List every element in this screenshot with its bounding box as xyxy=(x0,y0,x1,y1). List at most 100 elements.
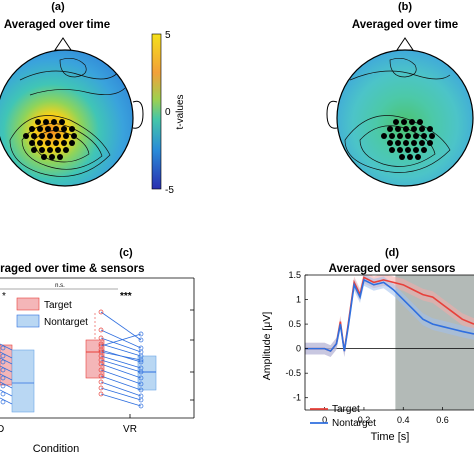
panel-c-xlabel: Condition xyxy=(33,443,79,455)
target-point xyxy=(98,385,104,391)
panel-d-label: (d) xyxy=(385,247,399,259)
legend-target-swatch xyxy=(16,297,40,311)
sensor-dot xyxy=(35,119,41,125)
xtick-left-partial: D xyxy=(0,424,4,435)
panel-c: (c) Averaged over time & sensors n.s. * … xyxy=(0,247,195,455)
panel-b: (b) Averaged over time xyxy=(326,1,474,187)
sensor-dot xyxy=(29,126,35,132)
panel-a-title: Averaged over time xyxy=(4,19,110,31)
legend-nontarget-swatch xyxy=(16,314,40,328)
x-tick-label: 0.4 xyxy=(397,415,410,425)
sensor-dot xyxy=(421,133,427,139)
sensor-dot xyxy=(63,133,69,139)
panel-a: (a) Averaged over time 5 0 -5 t-values xyxy=(0,1,186,196)
sensor-dot xyxy=(393,119,399,125)
nontarget-point xyxy=(138,397,144,403)
legend-nontarget-label: Nontarget xyxy=(332,418,376,429)
y-tick-label: -0.5 xyxy=(285,368,301,378)
nontarget-point xyxy=(0,391,6,397)
panel-d: (d) Averaged over sensors -1 -0.5 0 0.5 1 1.5… xyxy=(261,247,474,443)
nose-icon xyxy=(396,37,414,51)
box-vr-nontarget xyxy=(137,355,157,391)
sensor-dot xyxy=(415,154,421,160)
significance-vr: *** xyxy=(120,291,132,302)
sensor-dot xyxy=(407,154,413,160)
sensor-dot xyxy=(405,133,411,139)
colorbar-tick-bottom: -5 xyxy=(165,185,174,196)
paired-line xyxy=(100,333,142,347)
legend-nontarget-label: Nontarget xyxy=(44,317,88,328)
target-point xyxy=(98,367,104,373)
sensor-dot xyxy=(397,147,403,153)
sensor-dot xyxy=(31,133,37,139)
paired-line xyxy=(100,387,142,401)
paired-line xyxy=(100,355,142,369)
nontarget-point xyxy=(0,399,6,405)
paired-line xyxy=(0,351,13,359)
sensor-dot xyxy=(389,133,395,139)
nontarget-point xyxy=(0,359,6,365)
sensor-dot xyxy=(71,133,77,139)
sensor-dot xyxy=(39,147,45,153)
sensor-dot xyxy=(37,126,43,132)
panel-d-ylabel: Amplitude [μV] xyxy=(261,312,273,381)
panel-b-title: Averaged over time xyxy=(352,19,458,31)
sensor-dot xyxy=(419,126,425,132)
sensor-dot xyxy=(395,126,401,132)
sensor-dots-a xyxy=(23,119,77,160)
line-chart: -1 -0.5 0 0.5 1 1.5 0 0.2 0.4 0.6 xyxy=(285,270,474,425)
sensor-dot xyxy=(413,147,419,153)
target-point xyxy=(98,391,104,397)
paired-line xyxy=(0,389,13,397)
sensor-dot xyxy=(49,154,55,160)
paired-line xyxy=(100,329,142,349)
nontarget-point xyxy=(138,403,144,409)
target-point xyxy=(98,373,104,379)
paired-line xyxy=(100,351,142,361)
sensor-dot xyxy=(53,140,59,146)
sensor-dot xyxy=(411,126,417,132)
target-point xyxy=(98,343,104,349)
nontarget-point xyxy=(138,357,144,363)
sensor-dot xyxy=(69,126,75,132)
colorbar-label: t-values xyxy=(175,94,186,129)
sensor-dot xyxy=(63,147,69,153)
sensor-dot xyxy=(47,133,53,139)
sensor-dot xyxy=(401,119,407,125)
sensor-dot xyxy=(419,140,425,146)
nontarget-point xyxy=(0,375,6,381)
nontarget-point xyxy=(138,337,144,343)
panel-c-label: (c) xyxy=(119,247,133,259)
nontarget-point xyxy=(138,375,144,381)
paired-lines xyxy=(0,309,144,409)
legend-target-label: Target xyxy=(332,404,360,415)
sensor-dot xyxy=(381,133,387,139)
sensor-dot xyxy=(37,140,43,146)
y-tick-label: -1 xyxy=(293,393,301,403)
sensor-dot xyxy=(47,147,53,153)
sensor-dots-b xyxy=(381,119,435,160)
sensor-dot xyxy=(411,140,417,146)
y-tick-label: 0 xyxy=(296,344,301,354)
paired-line xyxy=(0,397,13,405)
panel-a-label: (a) xyxy=(51,1,65,13)
target-point xyxy=(98,327,104,333)
target-point xyxy=(98,309,104,315)
paired-line xyxy=(100,375,142,391)
panel-d-title: Averaged over sensors xyxy=(329,263,456,275)
colorbar-tick-top: 5 xyxy=(165,30,171,41)
y-tick-label: 1 xyxy=(296,295,301,305)
sensor-dot xyxy=(417,119,423,125)
paired-line xyxy=(100,363,142,379)
nontarget-point xyxy=(0,367,6,373)
contours-b xyxy=(344,58,451,173)
sensor-dot xyxy=(427,126,433,132)
sensor-dot xyxy=(69,140,75,146)
paired-line xyxy=(0,373,13,381)
paired-line xyxy=(0,365,13,373)
x-tick-label: 0.2 xyxy=(358,415,371,425)
paired-line xyxy=(100,337,142,353)
panel-b-label: (b) xyxy=(398,1,412,13)
sensor-dot xyxy=(387,140,393,146)
sensor-dot xyxy=(55,147,61,153)
